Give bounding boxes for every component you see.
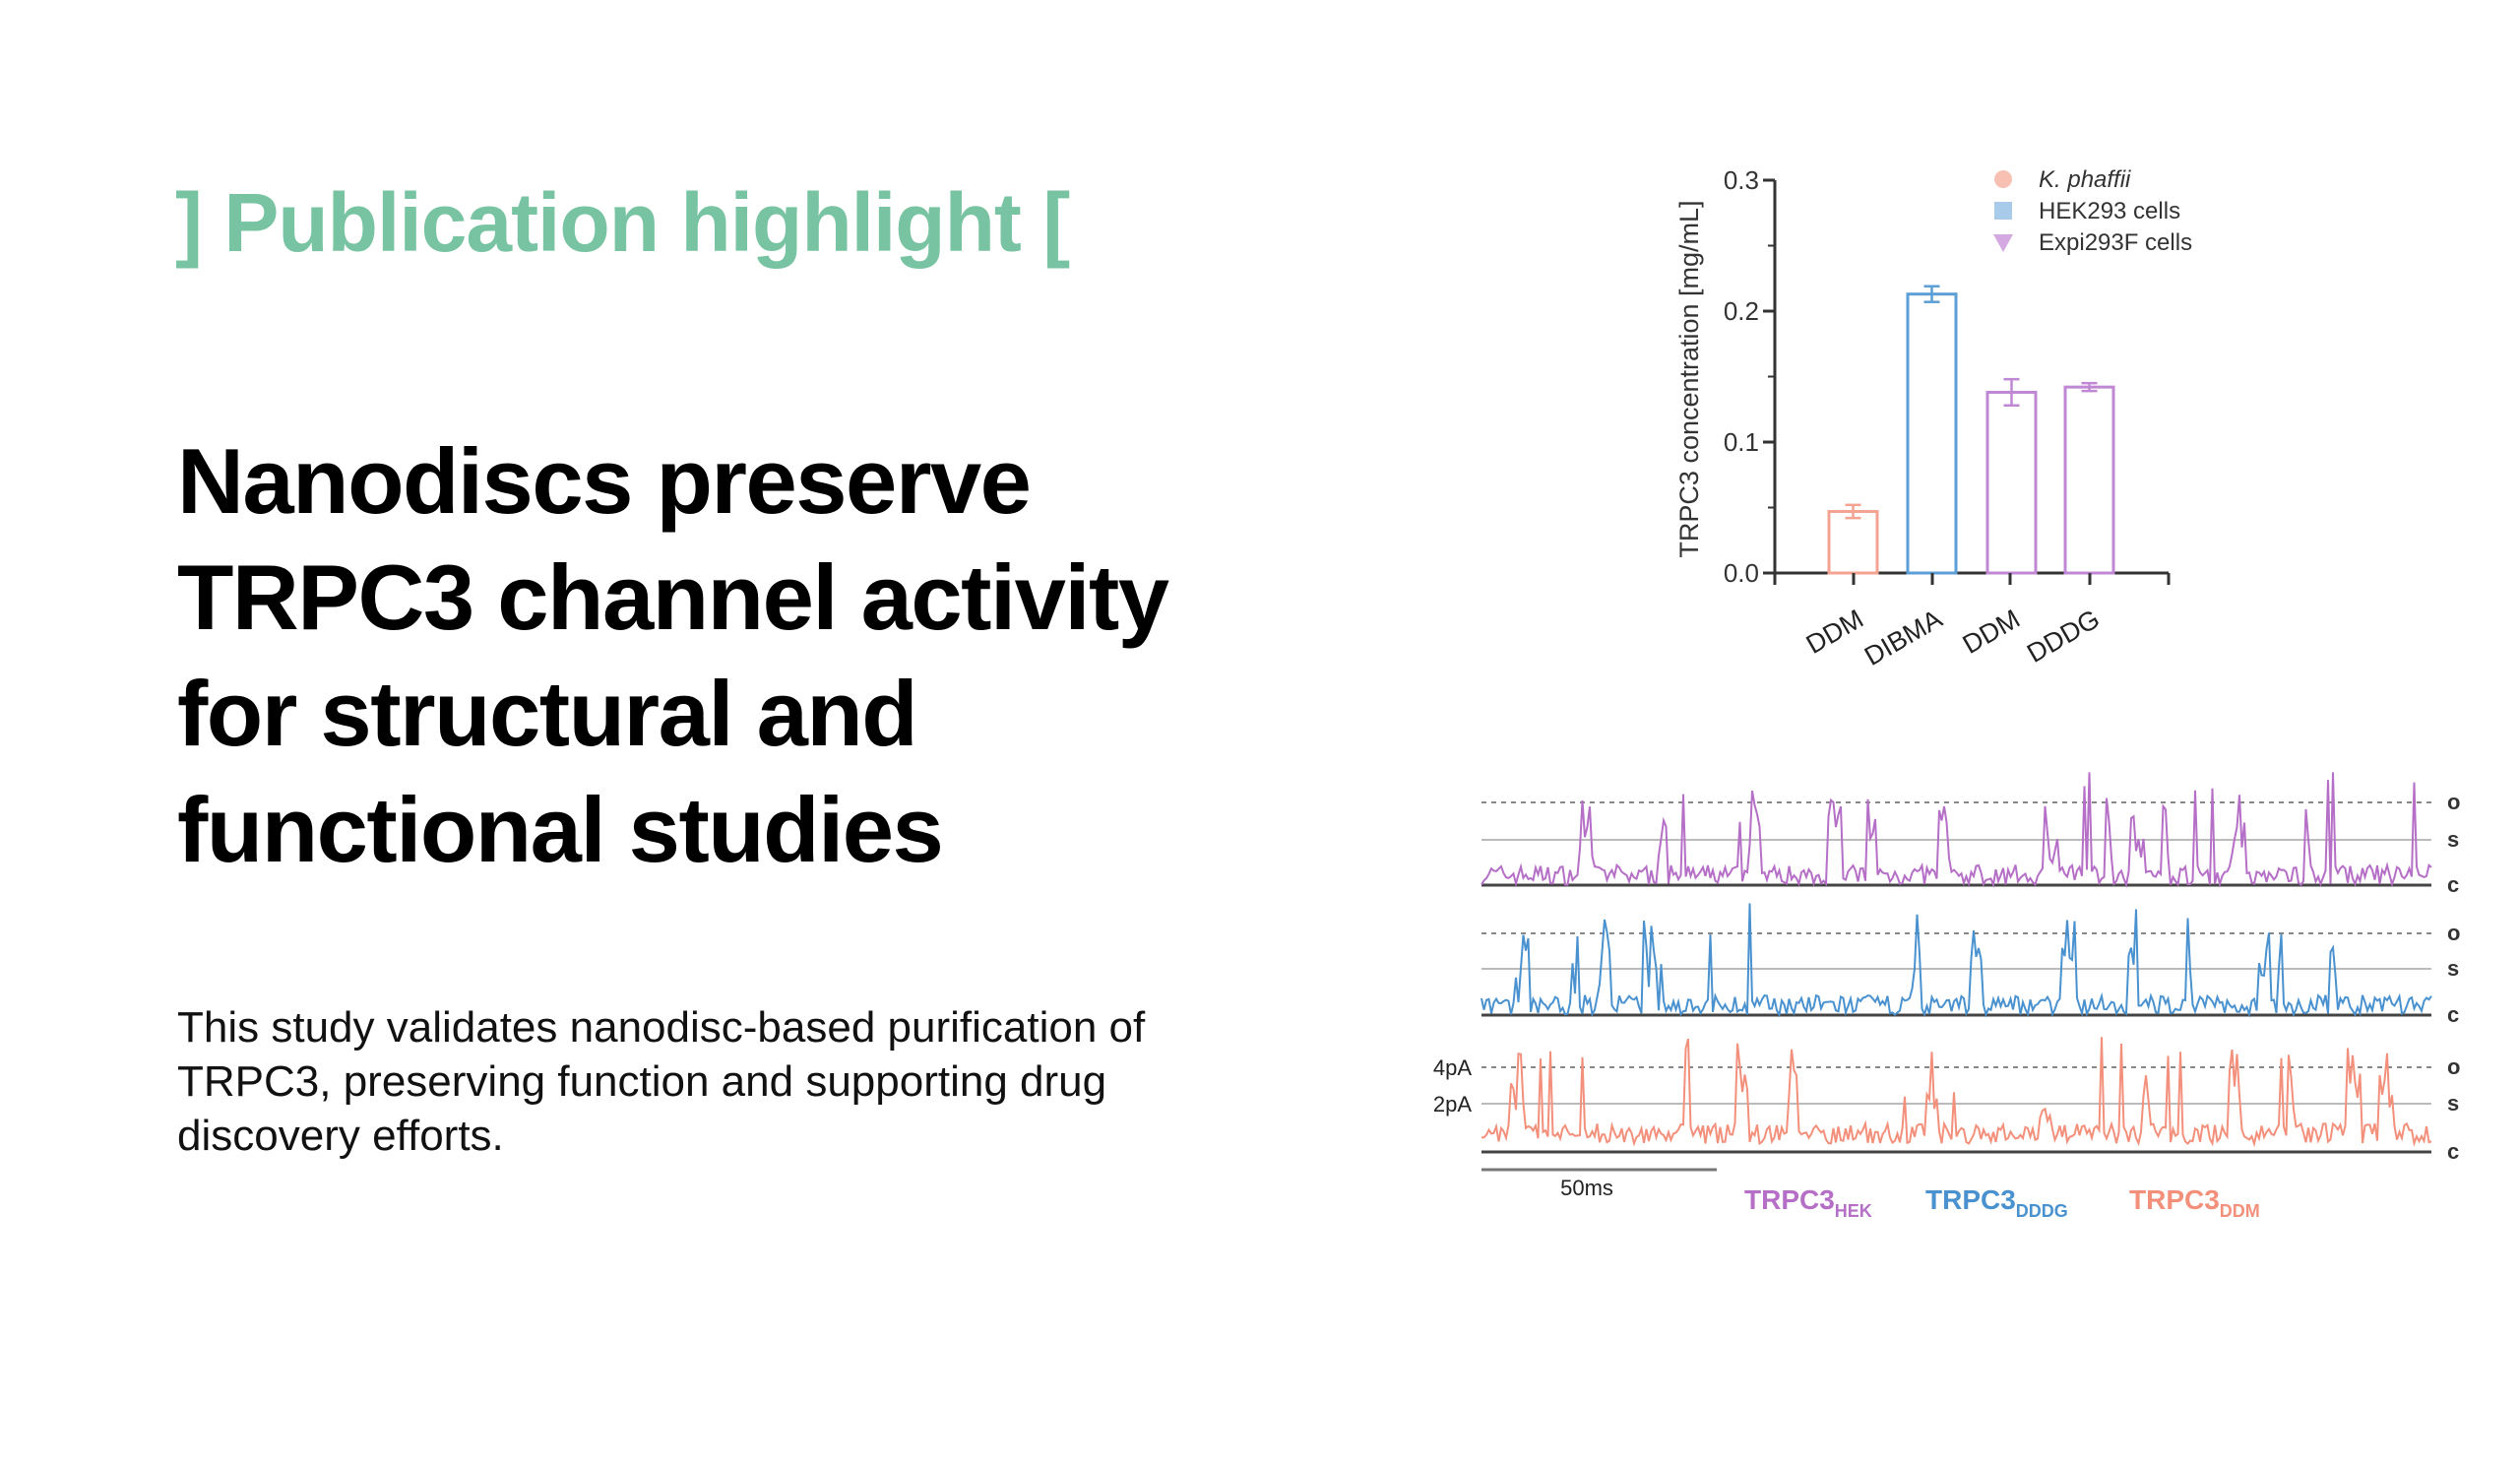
y-tick-label: 0.0 <box>1724 558 1759 588</box>
x-tick-label: DDM <box>1801 604 1868 660</box>
level-label: s <box>2447 827 2459 852</box>
trace-legend-subscript: DDM <box>2220 1201 2260 1221</box>
trace-legend-label: TRPC3DDDG <box>1925 1184 2068 1221</box>
legend-label: K. phaffii <box>2039 166 2131 193</box>
trace-legend-name: TRPC3 <box>2129 1184 2220 1215</box>
title-line: for structural and <box>177 662 918 765</box>
level-label: c <box>2447 1139 2459 1164</box>
trace-line <box>1481 1037 2432 1148</box>
title-line: functional studies <box>177 778 944 881</box>
trace-legend-name: TRPC3 <box>1925 1184 2016 1215</box>
x-tick-label: DIBMA <box>1859 604 1947 671</box>
x-tick-label: DDDG <box>2022 604 2105 669</box>
trace-line <box>1480 903 2432 1018</box>
amplitude-label: 4pA <box>1433 1055 1472 1080</box>
x-tick-label: DDM <box>1958 604 2025 660</box>
bar <box>1985 390 2038 575</box>
amplitude-label: 2pA <box>1433 1092 1472 1116</box>
scale-bar-label: 50ms <box>1560 1176 1613 1200</box>
bar <box>1906 292 1958 575</box>
bracket-left: ] <box>175 176 203 269</box>
legend-marker-triangle-icon <box>1993 234 2013 252</box>
legend-marker-square-icon <box>1994 202 2012 220</box>
trace-legend-subscript: HEK <box>1835 1201 1872 1221</box>
legend-marker-circle-icon <box>1994 170 2012 188</box>
title-line: Nanodiscs preserve <box>177 429 1032 533</box>
y-tick-label: 0.2 <box>1724 296 1759 326</box>
trace-legend-label: TRPC3HEK <box>1744 1184 1872 1221</box>
trace-legend-label: TRPC3DDM <box>2129 1184 2260 1221</box>
bar-chart: 0.0 0.1 0.2 0.3 TRPC3 concentration [mg/mL] D… <box>1674 165 2192 671</box>
legend-label: Expi293F cells <box>2039 229 2192 256</box>
kicker-text: Publication highlight <box>223 176 1022 269</box>
level-label: c <box>2447 872 2459 897</box>
level-label: s <box>2447 956 2459 981</box>
title-line: TRPC3 channel activity <box>177 545 1169 649</box>
trace-line <box>1480 772 2432 889</box>
level-label: c <box>2447 1002 2459 1027</box>
section-kicker: ] Publication highlight [ <box>175 173 1070 272</box>
description: This study validates nanodisc-based puri… <box>177 1003 1146 1160</box>
y-tick-label: 0.1 <box>1724 427 1759 457</box>
legend-label: HEK293 cells <box>2039 198 2180 224</box>
level-label: o <box>2447 790 2460 814</box>
bar <box>2063 385 2115 575</box>
trace-legend-name: TRPC3 <box>1744 1184 1835 1215</box>
y-axis-label: TRPC3 concentration [mg/mL] <box>1674 200 1704 557</box>
y-tick-label: 0.3 <box>1724 165 1759 195</box>
level-label: o <box>2447 921 2460 945</box>
level-label: o <box>2447 1054 2460 1079</box>
bracket-right: [ <box>1042 176 1070 269</box>
trace-legend-subscript: DDDG <box>2016 1201 2068 1221</box>
bar <box>1827 509 1879 575</box>
level-label: s <box>2447 1091 2459 1116</box>
page-title: Nanodiscs preserve TRPC3 channel activit… <box>177 423 1169 888</box>
